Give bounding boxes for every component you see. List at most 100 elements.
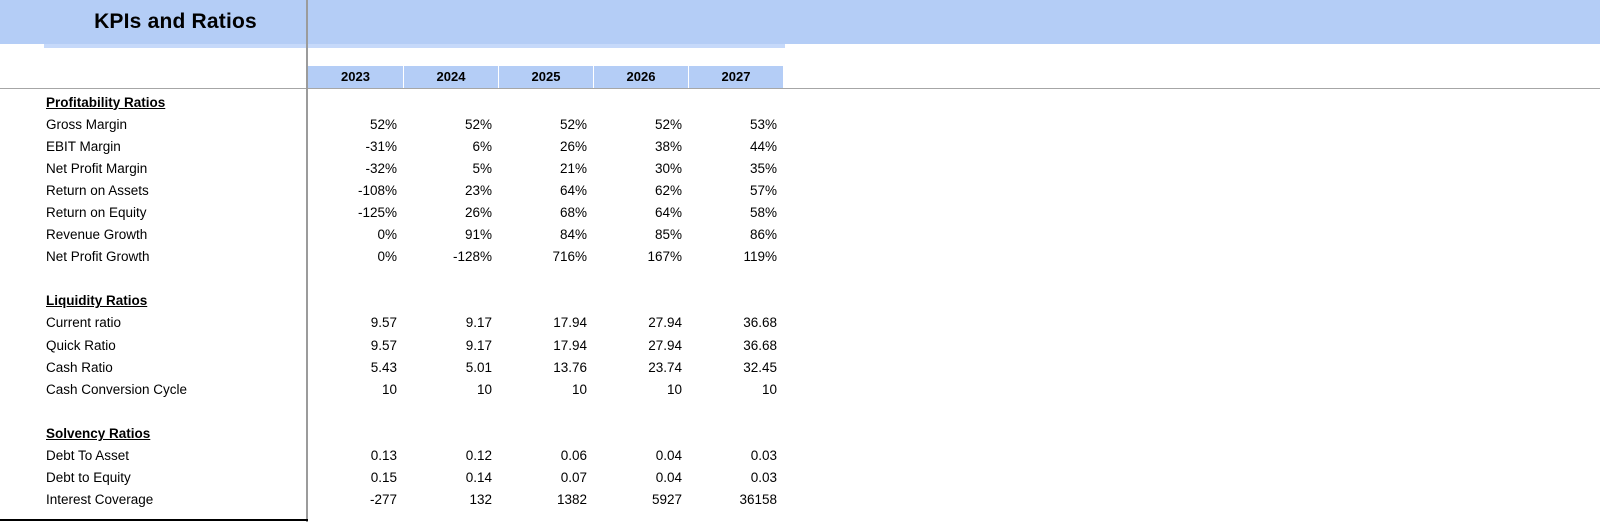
row-label[interactable]: Gross Margin	[46, 116, 128, 132]
value-cell[interactable]: 9.17	[465, 315, 492, 331]
value-cell[interactable]: 0.14	[465, 470, 492, 486]
value-cell[interactable]: 64%	[654, 205, 682, 221]
year-header[interactable]: 2023	[308, 66, 403, 88]
table-row: Debt to Equity 0.15 0.14 0.07 0.04 0.03	[0, 467, 790, 489]
row-label[interactable]: Cash Conversion Cycle	[46, 381, 188, 397]
value-cell[interactable]: 86%	[749, 227, 777, 243]
value-cell[interactable]: 84%	[559, 227, 587, 243]
section-header[interactable]: Liquidity Ratios	[46, 293, 148, 309]
row-label[interactable]: Current ratio	[46, 315, 122, 331]
value-cell[interactable]: 0%	[377, 249, 397, 265]
year-header-row: 2023 2024 2025 2026 2027	[308, 66, 783, 88]
row-label[interactable]: Return on Assets	[46, 182, 149, 198]
year-header[interactable]: 2027	[688, 66, 783, 88]
value-cell[interactable]: -31%	[365, 138, 397, 154]
value-cell[interactable]: 13.76	[553, 359, 587, 375]
value-cell[interactable]: 27.94	[648, 315, 682, 331]
value-cell[interactable]: 21%	[559, 160, 587, 176]
section-header[interactable]: Profitability Ratios	[46, 94, 166, 110]
row-label[interactable]: Interest Coverage	[46, 492, 154, 508]
value-cell[interactable]: 10	[761, 381, 777, 397]
section-header-row: Profitability Ratios	[0, 91, 790, 113]
year-header[interactable]: 2025	[498, 66, 593, 88]
value-cell[interactable]: 10	[476, 381, 492, 397]
table-row: Cash Ratio 5.43 5.01 13.76 23.74 32.45	[0, 356, 790, 378]
value-cell[interactable]: 5.43	[370, 359, 397, 375]
value-cell[interactable]: 9.57	[370, 315, 397, 331]
year-header[interactable]: 2024	[403, 66, 498, 88]
value-cell[interactable]: 36158	[739, 492, 777, 508]
value-cell[interactable]: 0.13	[370, 448, 397, 464]
value-cell[interactable]: -108%	[357, 182, 397, 198]
value-cell[interactable]: 91%	[464, 227, 492, 243]
value-cell[interactable]: 23.74	[648, 359, 682, 375]
value-cell[interactable]: 0.04	[655, 470, 682, 486]
row-label[interactable]: Return on Equity	[46, 205, 147, 221]
value-cell[interactable]: 30%	[654, 160, 682, 176]
row-label[interactable]: Net Profit Growth	[46, 249, 150, 265]
value-cell[interactable]: 10	[571, 381, 587, 397]
value-cell[interactable]: 52%	[654, 116, 682, 132]
value-cell[interactable]: 10	[666, 381, 682, 397]
value-cell[interactable]: 57%	[749, 182, 777, 198]
value-cell[interactable]: 0.03	[750, 448, 777, 464]
value-cell[interactable]: 27.94	[648, 337, 682, 353]
value-cell[interactable]: 26%	[464, 205, 492, 221]
value-cell[interactable]: 62%	[654, 182, 682, 198]
value-cell[interactable]: -32%	[365, 160, 397, 176]
value-cell[interactable]: 26%	[559, 138, 587, 154]
value-cell[interactable]: 5927	[651, 492, 682, 508]
value-cell[interactable]: 52%	[369, 116, 397, 132]
row-label[interactable]: Quick Ratio	[46, 337, 116, 353]
value-cell[interactable]: 716%	[552, 249, 587, 265]
value-cell[interactable]: 6%	[472, 138, 492, 154]
value-cell[interactable]: 132	[469, 492, 492, 508]
value-cell[interactable]: 53%	[749, 116, 777, 132]
page-title[interactable]: KPIs and Ratios	[94, 9, 257, 33]
row-label[interactable]: Cash Ratio	[46, 359, 113, 375]
table-row: Current ratio 9.57 9.17 17.94 27.94 36.6…	[0, 312, 790, 334]
value-cell[interactable]: 0%	[377, 227, 397, 243]
value-cell[interactable]: 85%	[654, 227, 682, 243]
value-cell[interactable]: 0.07	[560, 470, 587, 486]
value-cell[interactable]: 1382	[556, 492, 587, 508]
value-cell[interactable]: 64%	[559, 182, 587, 198]
row-label[interactable]: EBIT Margin	[46, 138, 121, 154]
value-cell[interactable]: 36.68	[743, 315, 777, 331]
value-cell[interactable]: 36.68	[743, 337, 777, 353]
value-cell[interactable]: 9.17	[465, 337, 492, 353]
value-cell[interactable]: 0.15	[370, 470, 397, 486]
value-cell[interactable]: 119%	[743, 249, 777, 265]
value-cell[interactable]: 10	[381, 381, 397, 397]
value-cell[interactable]: 17.94	[553, 337, 587, 353]
value-cell[interactable]: 0.12	[465, 448, 492, 464]
value-cell[interactable]: 17.94	[553, 315, 587, 331]
row-label[interactable]: Debt To Asset	[46, 448, 130, 464]
value-cell[interactable]: 0.06	[560, 448, 587, 464]
value-cell[interactable]: 0.04	[655, 448, 682, 464]
value-cell[interactable]: 23%	[464, 182, 492, 198]
value-cell[interactable]: 52%	[559, 116, 587, 132]
value-cell[interactable]: 58%	[749, 205, 777, 221]
value-cell[interactable]: 52%	[464, 116, 492, 132]
row-label[interactable]: Net Profit Margin	[46, 160, 148, 176]
value-cell[interactable]: 44%	[749, 138, 777, 154]
value-cell[interactable]: -128%	[452, 249, 492, 265]
value-cell[interactable]: 9.57	[370, 337, 397, 353]
value-cell[interactable]: 0.03	[750, 470, 777, 486]
row-label[interactable]: Debt to Equity	[46, 470, 131, 486]
value-cell[interactable]: 32.45	[743, 359, 777, 375]
value-cell[interactable]: -125%	[357, 205, 397, 221]
section-header[interactable]: Solvency Ratios	[46, 425, 151, 441]
value-cell[interactable]: 38%	[654, 138, 682, 154]
value-cell[interactable]: 5.01	[465, 359, 492, 375]
value-cell[interactable]: -277	[369, 492, 397, 508]
value-cell[interactable]: 68%	[559, 205, 587, 221]
year-header[interactable]: 2026	[593, 66, 688, 88]
value-cell[interactable]: 35%	[749, 160, 777, 176]
table-row: Interest Coverage -277 132 1382 5927 361…	[0, 489, 790, 511]
value-cell[interactable]: 167%	[647, 249, 682, 265]
value-cell[interactable]: 5%	[472, 160, 492, 176]
row-label[interactable]: Revenue Growth	[46, 227, 148, 243]
